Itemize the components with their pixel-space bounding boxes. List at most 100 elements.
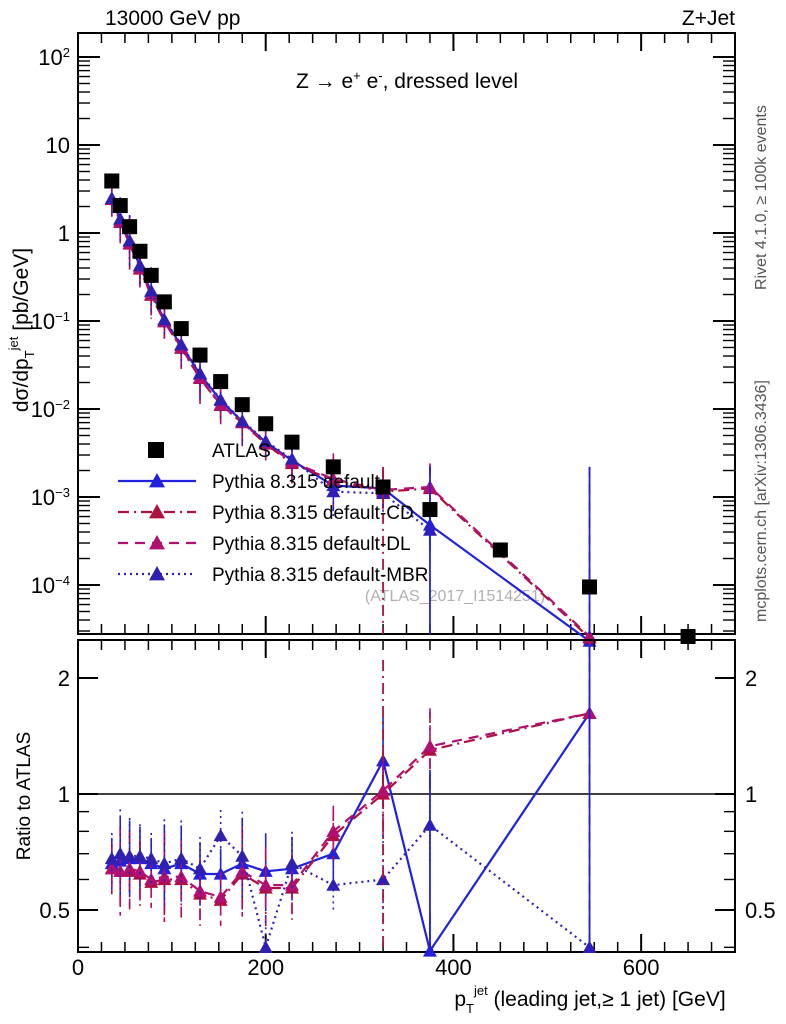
mc-marker bbox=[235, 849, 250, 862]
mc-marker bbox=[174, 851, 189, 865]
legend-label-3: Pythia 8.315 default-DL bbox=[212, 534, 411, 555]
legend: ATLAS Pythia 8.315 default Pythia 8.315 de… bbox=[118, 441, 429, 586]
atlas-marker bbox=[492, 542, 508, 558]
mc-marker bbox=[193, 366, 208, 379]
mc-marker bbox=[258, 940, 273, 953]
atlas-marker bbox=[104, 173, 120, 189]
atlas-marker bbox=[122, 219, 138, 235]
analysis-watermark: (ATLAS_2017_I1514251) bbox=[365, 588, 545, 605]
ratio-ytick-label-right-1: 1 bbox=[745, 782, 757, 807]
mc-marker bbox=[122, 849, 137, 862]
main-y-ticks: 102 10 1 10−1 bbox=[31, 45, 735, 598]
main-x-ticks bbox=[77, 33, 736, 634]
atlas-marker bbox=[192, 347, 208, 363]
mcplots-reference-label: mcplots.cern.ch [arXiv:1306.3436] bbox=[753, 380, 770, 622]
main-ylabel-main: dσ/dp bbox=[10, 358, 33, 412]
mc-marker bbox=[258, 878, 273, 891]
atlas-marker bbox=[325, 459, 341, 475]
mc-marker bbox=[213, 890, 228, 903]
xlabel-sup: jet bbox=[473, 983, 488, 998]
x-tick-label-3: 600 bbox=[623, 955, 660, 980]
xlabel-sub: T bbox=[466, 1001, 474, 1016]
atlas-marker bbox=[112, 198, 128, 214]
atlas-marker bbox=[422, 502, 438, 518]
main-ytick-label-4: 10−2 bbox=[31, 397, 70, 422]
svg-text:dσ/dpTjet [pb/GeV]: dσ/dpTjet [pb/GeV] bbox=[6, 248, 37, 412]
rivet-version-label: Rivet 4.1.0, ≥ 100k events bbox=[753, 105, 770, 290]
mc-marker bbox=[113, 846, 128, 860]
x-tick-label-1: 200 bbox=[247, 955, 284, 980]
legend-label-2: Pythia 8.315 default-CD bbox=[212, 503, 414, 524]
header-left-label: 13000 GeV pp bbox=[105, 7, 240, 30]
mc-marker bbox=[213, 392, 228, 406]
legend-label-0: ATLAS bbox=[212, 441, 271, 462]
atlas-marker bbox=[234, 397, 250, 413]
mc-marker bbox=[132, 849, 147, 862]
legend-item-1[interactable]: Pythia 8.315 default bbox=[118, 472, 381, 493]
title-part-z: Z → e bbox=[296, 70, 353, 93]
x-tick-label-0: 0 bbox=[72, 955, 84, 980]
atlas-marker bbox=[213, 374, 229, 390]
main-y-minor-ticks bbox=[78, 60, 735, 632]
main-ylabel-group: dσ/dpTjet [pb/GeV] bbox=[6, 248, 37, 412]
ratio-ytick-label-0: 2 bbox=[58, 666, 70, 691]
main-panel-title: Z → e+ e-, dressed level bbox=[296, 68, 518, 93]
atlas-marker bbox=[156, 294, 172, 310]
header-right-label: Z+Jet bbox=[682, 7, 735, 30]
main-ytick-label-6: 10−4 bbox=[31, 573, 70, 598]
main-ytick-label-0: 102 bbox=[38, 45, 70, 70]
mc-marker bbox=[326, 484, 341, 498]
mc-marker bbox=[376, 783, 391, 797]
atlas-marker bbox=[132, 243, 148, 259]
xlabel-main: p bbox=[454, 988, 466, 1011]
ratio-panel: Ratio to ATLAS 2 2 1 1 0.5 0.5 bbox=[14, 639, 776, 957]
ratio-ytick-label-right-2: 0.5 bbox=[745, 898, 776, 923]
mc-marker bbox=[258, 434, 273, 447]
mc-marker bbox=[122, 233, 137, 247]
title-part-tail: , dressed level bbox=[383, 70, 518, 93]
x-tick-labels: 0 200 400 600 bbox=[72, 955, 660, 980]
mc-marker bbox=[157, 856, 172, 870]
title-part-minus: - bbox=[378, 68, 382, 83]
ratio-series-line bbox=[111, 823, 591, 952]
mc-marker bbox=[326, 846, 341, 860]
ratio-y-minor-ticks bbox=[78, 810, 735, 949]
atlas-marker bbox=[143, 267, 159, 283]
main-ylabel-sub: T bbox=[22, 350, 37, 358]
title-part-plus: + bbox=[353, 68, 361, 83]
mc-marker bbox=[144, 872, 159, 886]
main-ylabel-unit: [pb/GeV] bbox=[10, 248, 33, 337]
main-ytick-label-3: 10−1 bbox=[31, 309, 70, 334]
main-data-layer bbox=[104, 173, 696, 659]
mc-marker bbox=[235, 414, 250, 427]
legend-triangle-icon bbox=[149, 473, 165, 488]
mc-marker bbox=[284, 856, 299, 870]
atlas-marker bbox=[258, 416, 274, 432]
mc-marker bbox=[132, 864, 147, 877]
main-panel: dσ/dpTjet [pb/GeV] Z → e+ e-, dressed le… bbox=[6, 32, 736, 659]
mc-marker bbox=[157, 312, 172, 326]
atlas-marker bbox=[284, 434, 300, 450]
mc-marker bbox=[144, 283, 159, 297]
ratio-ylabel: Ratio to ATLAS bbox=[14, 732, 35, 861]
legend-item-3[interactable]: Pythia 8.315 default-DL bbox=[118, 534, 411, 555]
mc-marker bbox=[326, 878, 341, 891]
legend-triangle-icon bbox=[149, 535, 165, 550]
mc-marker bbox=[284, 452, 299, 465]
ratio-ytick-label-2: 0.5 bbox=[39, 898, 70, 923]
mc-marker bbox=[157, 869, 172, 883]
legend-label-1: Pythia 8.315 default bbox=[212, 472, 381, 493]
mc-marker bbox=[174, 337, 189, 351]
ratio-ytick-label-right-0: 2 bbox=[745, 666, 757, 691]
xlabel-rest: (leading jet,≥ 1 jet) [GeV] bbox=[488, 988, 726, 1011]
ratio-data-layer bbox=[104, 645, 597, 957]
mc-marker bbox=[213, 828, 228, 842]
legend-item-4[interactable]: Pythia 8.315 default-MBR bbox=[118, 565, 429, 586]
legend-item-0[interactable]: ATLAS bbox=[148, 441, 271, 462]
legend-triangle-icon bbox=[149, 566, 165, 581]
atlas-marker bbox=[173, 321, 189, 337]
title-part-mid: e bbox=[361, 70, 379, 93]
legend-item-2[interactable]: Pythia 8.315 default-CD bbox=[118, 503, 414, 524]
